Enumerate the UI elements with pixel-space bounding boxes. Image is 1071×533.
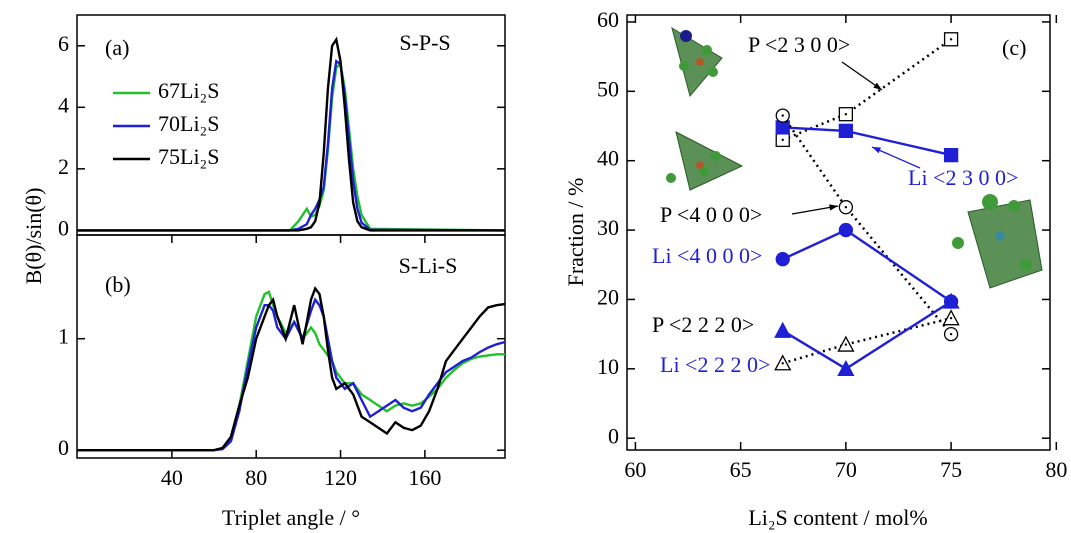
series-line — [781, 114, 953, 335]
x-tick-label: 75 — [940, 457, 962, 482]
series-label: Li <2 2 2 0> — [660, 352, 770, 377]
series-line — [782, 228, 952, 303]
x-axis-label: Triplet angle / ° — [222, 505, 360, 530]
plot-frame — [626, 14, 1051, 451]
x-axis-label: Li₂S content / mol% — [748, 505, 927, 530]
y-axis-label: B(θ)/sin(θ) — [21, 188, 46, 285]
marker-dot — [781, 362, 784, 365]
arrow-head — [873, 82, 882, 90]
y-tick-label: 0 — [58, 435, 69, 460]
series-label: P <2 3 0 0> — [748, 32, 850, 57]
panel-label: (b) — [105, 272, 131, 297]
y-tick-label: 30 — [597, 215, 619, 240]
molecule-icon — [952, 194, 1043, 289]
plot-frame — [76, 234, 506, 459]
marker — [837, 359, 855, 376]
marker-dot — [844, 343, 848, 346]
x-tick-label: 40 — [161, 465, 183, 490]
panel-label: (a) — [105, 35, 129, 60]
y-tick-label: 0 — [58, 215, 69, 240]
y-tick-label: 4 — [58, 92, 69, 117]
marker — [775, 120, 790, 135]
marker — [775, 252, 790, 267]
series-line — [77, 36, 505, 232]
molecule-icon — [671, 26, 723, 98]
series-line — [782, 316, 952, 365]
marker — [838, 222, 854, 238]
y-tick-label: 1 — [58, 324, 69, 349]
y-tick-label: 50 — [597, 76, 619, 101]
x-tick-label: 160 — [408, 465, 441, 490]
panel-label: (c) — [1002, 35, 1026, 60]
legend-label: 70Li₂S — [158, 111, 219, 136]
marker — [774, 321, 792, 338]
annotation: S-P-S — [399, 30, 450, 55]
series-line — [77, 297, 506, 452]
y-tick-label: 2 — [58, 154, 69, 179]
marker-dot — [781, 114, 784, 117]
marker — [943, 147, 959, 163]
marker-dot — [844, 205, 848, 209]
molecule-icon — [666, 131, 744, 191]
series-label: P <2 2 2 0> — [652, 312, 754, 337]
series-line — [77, 286, 506, 452]
series-label: P <4 0 0 0> — [660, 202, 762, 227]
marker — [838, 123, 854, 139]
x-tick-label: 80 — [245, 465, 267, 490]
marker — [942, 292, 960, 309]
x-tick-label: 65 — [730, 457, 752, 482]
marker-dot — [949, 316, 953, 320]
y-tick-label: 20 — [597, 284, 619, 309]
legend-label: 67Li₂S — [158, 78, 219, 103]
series-label: Li <2 3 0 0> — [908, 165, 1018, 190]
y-axis-label: Fraction / % — [563, 178, 588, 287]
x-tick-label: 60 — [624, 457, 646, 482]
series-label: Li <4 0 0 0> — [652, 243, 762, 268]
marker-dot — [781, 138, 784, 142]
y-tick-label: 0 — [608, 423, 619, 448]
arrow-head — [829, 204, 838, 211]
x-tick-label: 80 — [1045, 457, 1067, 482]
marker-dot — [949, 332, 953, 336]
x-tick-label: 120 — [324, 465, 357, 490]
label-arrow — [871, 146, 921, 169]
annotation: S-Li-S — [399, 253, 458, 278]
arrow-head — [872, 147, 881, 154]
y-tick-label: 6 — [58, 31, 69, 56]
series-line — [77, 62, 506, 232]
series-line — [782, 300, 952, 371]
series-line — [77, 59, 506, 232]
marker-dot — [949, 38, 953, 41]
y-tick-label: 60 — [597, 7, 619, 32]
x-tick-label: 70 — [835, 457, 857, 482]
y-tick-label: 40 — [597, 146, 619, 171]
y-tick-label: 10 — [597, 354, 619, 379]
marker-dot — [844, 113, 848, 116]
legend-label: 75Li₂S — [158, 144, 219, 169]
